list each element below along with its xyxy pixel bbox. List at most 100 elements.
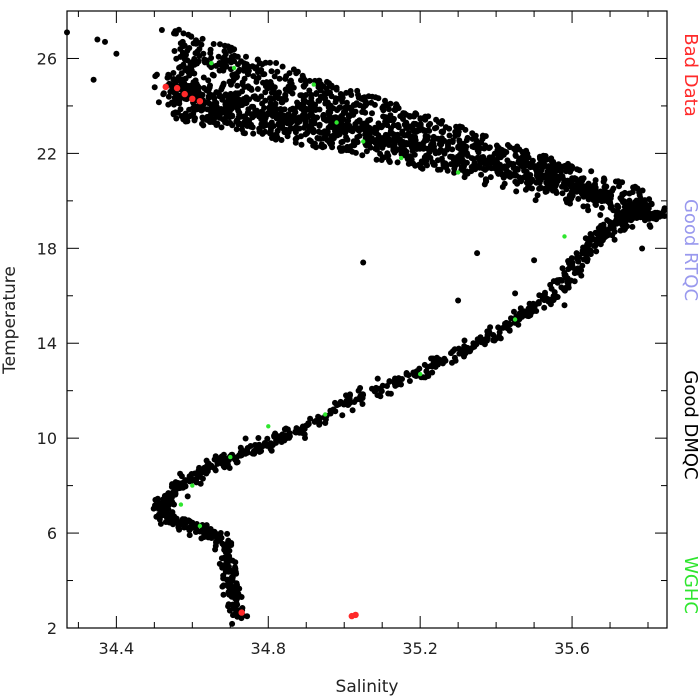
good-dmqc-point [599, 237, 606, 244]
good-dmqc-point [188, 477, 195, 484]
good-dmqc-point [588, 168, 595, 175]
good-dmqc-point [612, 178, 619, 185]
good-dmqc-point [154, 513, 161, 520]
good-dmqc-point [238, 594, 245, 600]
good-dmqc-point [446, 125, 453, 132]
good-dmqc-point [229, 113, 236, 120]
y-tick-label: 10 [37, 429, 57, 448]
good-dmqc-point [170, 76, 177, 82]
bad-data-point [189, 95, 196, 103]
good-dmqc-point [273, 60, 280, 66]
good-dmqc-point [444, 146, 450, 153]
good-dmqc-point [174, 92, 181, 99]
good-dmqc-point [407, 153, 413, 160]
good-dmqc-point [589, 188, 596, 195]
good-dmqc-point [609, 232, 616, 239]
good-dmqc-point [237, 444, 244, 451]
good-dmqc-point [446, 132, 453, 139]
good-dmqc-point [287, 106, 294, 113]
good-dmqc-point [482, 133, 489, 140]
good-dmqc-point [597, 212, 604, 218]
good-dmqc-point [561, 162, 568, 169]
good-dmqc-point [195, 39, 202, 46]
good-dmqc-point [166, 513, 173, 519]
good-dmqc-point [575, 195, 582, 202]
good-dmqc-point [267, 127, 274, 134]
good-dmqc-point [649, 210, 656, 217]
good-dmqc-point [312, 77, 318, 84]
good-dmqc-point [240, 130, 247, 136]
good-dmqc-point [355, 91, 361, 98]
good-dmqc-point [596, 193, 603, 199]
good-dmqc-point [322, 100, 329, 107]
good-dmqc-point [306, 77, 313, 84]
good-dmqc-point [462, 159, 469, 166]
good-dmqc-point [292, 109, 299, 116]
good-dmqc-point [386, 159, 393, 165]
good-dmqc-point [421, 114, 428, 121]
good-dmqc-point [474, 146, 481, 153]
good-dmqc-point [592, 242, 599, 249]
good-dmqc-point [633, 214, 640, 221]
good-dmqc-point [363, 148, 370, 155]
good-dmqc-point [554, 294, 561, 300]
good-dmqc-point [223, 549, 230, 556]
good-dmqc-point [196, 464, 203, 471]
good-dmqc-point [441, 355, 448, 362]
good-dmqc-point [252, 108, 259, 115]
wghc-point [361, 139, 366, 144]
good-dmqc-point [259, 130, 266, 137]
good-dmqc-point [438, 155, 445, 162]
good-dmqc-point [507, 321, 514, 328]
good-dmqc-point [603, 190, 610, 197]
good-dmqc-point [152, 73, 159, 80]
good-dmqc-point [451, 169, 458, 176]
good-dmqc-point [574, 269, 581, 276]
good-dmqc-point [412, 134, 419, 141]
good-dmqc-point [352, 149, 359, 156]
good-dmqc-point [216, 91, 222, 97]
good-dmqc-point [494, 158, 500, 165]
good-dmqc-point [325, 109, 332, 115]
good-dmqc-point [611, 236, 618, 243]
good-dmqc-point [601, 176, 608, 183]
good-dmqc-point [254, 56, 261, 63]
good-dmqc-point [261, 105, 268, 111]
good-dmqc-point [178, 70, 185, 77]
good-dmqc-point [179, 516, 186, 523]
good-dmqc-point [566, 260, 572, 267]
good-dmqc-point [568, 195, 575, 202]
y-tick-label: 2 [47, 619, 57, 638]
good-dmqc-point [580, 183, 587, 189]
good-dmqc-point [233, 126, 240, 133]
good-dmqc-point [317, 87, 324, 94]
good-dmqc-point [474, 250, 481, 257]
good-dmqc-point [281, 426, 288, 433]
good-dmqc-point [405, 160, 412, 167]
good-dmqc-point [222, 99, 229, 106]
good-dmqc-point [256, 113, 262, 120]
wghc-point [334, 120, 339, 125]
good-dmqc-point [637, 204, 644, 211]
good-dmqc-point [186, 106, 193, 113]
good-dmqc-point [269, 442, 276, 449]
good-dmqc-point [321, 143, 328, 150]
good-dmqc-point [210, 117, 217, 124]
good-dmqc-point [231, 46, 238, 53]
good-dmqc-point [255, 435, 262, 441]
good-dmqc-point [182, 118, 189, 125]
good-dmqc-point [249, 124, 256, 131]
good-dmqc-point [480, 165, 487, 172]
good-dmqc-point [432, 150, 439, 157]
good-dmqc-point [165, 490, 172, 497]
good-dmqc-point [255, 74, 262, 81]
good-dmqc-point [191, 117, 198, 124]
good-dmqc-point [345, 113, 352, 120]
good-dmqc-point [422, 156, 429, 163]
good-dmqc-point [410, 140, 417, 147]
good-dmqc-point [186, 532, 193, 539]
good-dmqc-point [369, 385, 375, 392]
good-dmqc-point [208, 111, 214, 118]
x-tick-labels: 34.4 34.8 35.2 35.6 [99, 639, 590, 658]
good-dmqc-point [267, 95, 273, 102]
